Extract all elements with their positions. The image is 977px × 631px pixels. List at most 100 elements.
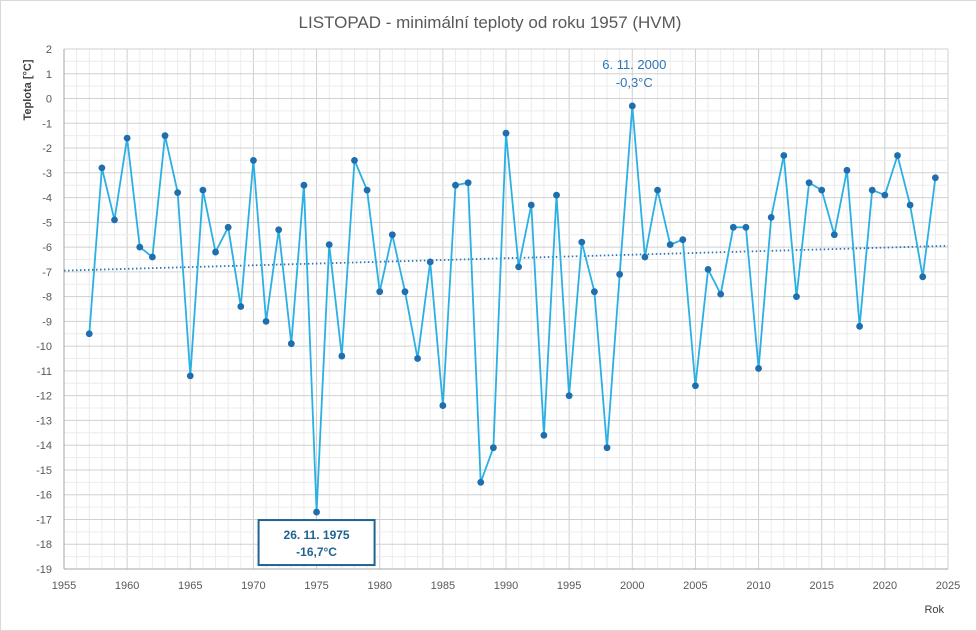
trend-line-group <box>63 244 949 272</box>
y-tick-label: -6 <box>42 242 52 254</box>
x-tick-label: 1965 <box>178 580 202 592</box>
data-point <box>199 186 207 194</box>
data-point <box>489 444 497 452</box>
y-tick-label: -4 <box>42 193 52 205</box>
data-point <box>161 132 169 140</box>
y-tick-label: -9 <box>42 316 52 328</box>
data-point <box>742 223 750 231</box>
data-point <box>628 102 636 110</box>
data-point <box>729 223 737 231</box>
annotation-date: 6. 11. 2000 <box>602 57 666 72</box>
data-point <box>868 186 876 194</box>
data-point <box>287 340 295 348</box>
data-point <box>224 223 232 231</box>
y-tick-label: 1 <box>46 69 52 81</box>
x-tick-label: 1990 <box>494 580 518 592</box>
y-axis-label: Teplota [°C] <box>22 59 34 120</box>
y-tick-label: -17 <box>36 514 52 526</box>
y-tick-labels: 2 1 0 -1 -2 -3 -4 -5 -6 -7 -8 -9 -10 -11 -12 -13 -14 -15 -… <box>36 44 52 576</box>
data-point <box>275 226 283 234</box>
annotation-box <box>257 519 376 567</box>
chart-title: LISTOPAD - minimální teploty od roku 195… <box>299 13 682 32</box>
data-point <box>767 213 775 221</box>
data-point <box>149 253 156 261</box>
series-line <box>88 105 937 513</box>
data-point <box>250 157 257 164</box>
data-point <box>212 248 219 256</box>
y-tick-label: -11 <box>37 366 52 378</box>
x-tick-label: 2025 <box>936 580 960 592</box>
annotations-group: 6. 11. 2000 -0,3°C 26. 11. 1975 -16,7°C <box>257 57 666 567</box>
data-point <box>641 253 649 261</box>
x-tick-label: 2010 <box>746 580 770 592</box>
data-point <box>85 330 93 338</box>
markers-group <box>85 102 939 516</box>
data-point <box>654 186 661 194</box>
data-point <box>565 392 573 400</box>
data-point <box>894 152 901 159</box>
data-point <box>376 288 384 296</box>
x-tick-label: 1970 <box>241 580 265 592</box>
x-tick-label: 1985 <box>431 580 455 592</box>
grid <box>63 48 949 570</box>
data-point <box>111 216 118 224</box>
y-tick-label: -7 <box>42 267 52 279</box>
y-tick-label: -5 <box>42 217 52 229</box>
data-point <box>414 355 421 362</box>
data-point <box>780 152 788 159</box>
y-tick-label: -10 <box>36 341 52 353</box>
data-point <box>174 189 182 197</box>
data-point <box>919 273 927 281</box>
data-point <box>805 179 813 187</box>
data-point <box>692 382 699 390</box>
data-point <box>755 365 762 372</box>
data-point <box>363 186 371 194</box>
y-tick-label: 0 <box>46 94 52 106</box>
data-point <box>704 265 712 273</box>
y-tick-label: -15 <box>36 465 52 477</box>
data-point <box>98 164 106 172</box>
data-point <box>439 402 447 409</box>
y-tick-label: -19 <box>36 564 52 576</box>
data-point <box>616 270 624 278</box>
data-point <box>313 508 320 516</box>
data-point <box>818 186 826 194</box>
x-tick-label: 1980 <box>367 580 391 592</box>
y-tick-label: -1 <box>42 118 52 130</box>
data-point <box>931 174 939 182</box>
data-point <box>123 134 131 142</box>
data-point <box>464 179 472 187</box>
x-tick-label: 1975 <box>304 580 328 592</box>
data-point <box>717 290 725 298</box>
data-point <box>591 288 598 296</box>
data-point <box>856 322 863 330</box>
data-point <box>452 181 459 189</box>
x-tick-label: 1955 <box>52 580 76 592</box>
y-tick-label: 2 <box>46 44 52 56</box>
data-point <box>338 352 346 360</box>
data-point <box>843 166 851 174</box>
data-point <box>426 258 434 266</box>
data-point <box>186 372 194 380</box>
data-point <box>679 236 687 244</box>
data-point <box>388 231 396 239</box>
x-axis-label: Rok <box>924 604 944 616</box>
annotation-value: -0,3°C <box>616 75 653 90</box>
x-tick-label: 1960 <box>115 580 139 592</box>
data-point <box>527 201 535 209</box>
data-point <box>793 293 800 301</box>
data-point <box>136 243 144 251</box>
x-tick-label: 2000 <box>620 580 644 592</box>
y-tick-label: -16 <box>36 490 52 502</box>
data-point <box>881 191 889 199</box>
series-group <box>88 105 937 513</box>
data-point <box>325 241 333 249</box>
y-tick-label: -2 <box>42 143 52 155</box>
annotation-date: 26. 11. 1975 <box>284 528 350 542</box>
y-tick-label: -18 <box>36 539 52 551</box>
data-point <box>830 231 838 239</box>
y-tick-label: -12 <box>36 391 52 403</box>
data-point <box>578 238 586 246</box>
data-point <box>666 241 674 249</box>
